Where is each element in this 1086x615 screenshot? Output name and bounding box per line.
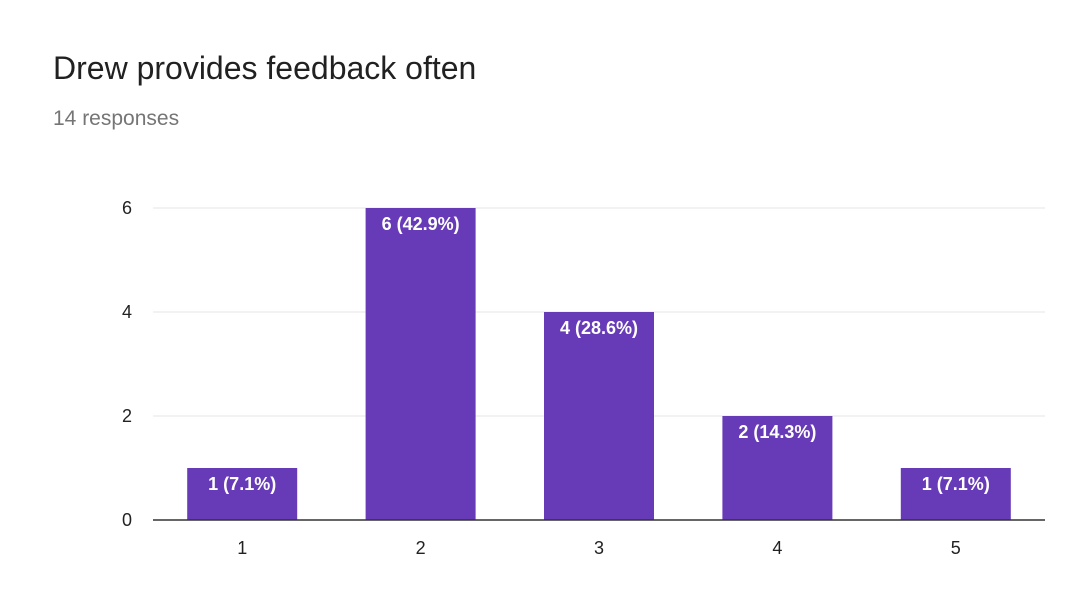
x-tick-label: 3 [594, 538, 604, 558]
x-tick-label: 2 [416, 538, 426, 558]
y-tick-label: 4 [122, 302, 132, 322]
bar-data-label: 2 (14.3%) [738, 422, 816, 442]
bar [900, 468, 1011, 520]
x-tick-label: 1 [237, 538, 247, 558]
bar-layer: 1 (7.1%) 6 (42.9%) 4 (28.6%) 2 (14.3%) 1 (7.… [187, 208, 1011, 520]
bar [722, 416, 833, 520]
y-tick-label: 0 [122, 510, 132, 530]
response-count: 14 responses [53, 107, 180, 130]
chart-title: Drew provides feedback often [53, 50, 477, 86]
bar [365, 208, 476, 520]
x-tick-label: 4 [772, 538, 782, 558]
bar-data-label: 1 (7.1%) [208, 474, 276, 494]
bar-data-label: 6 (42.9%) [382, 214, 460, 234]
bar-data-label: 4 (28.6%) [560, 318, 638, 338]
bar [544, 312, 654, 520]
y-tick-label: 2 [122, 406, 132, 426]
axis-layer: 0 2 4 6 1 2 3 4 5 [122, 198, 1045, 558]
bar [187, 468, 298, 520]
y-tick-label: 6 [122, 198, 132, 218]
bar-data-label: 1 (7.1%) [922, 474, 990, 494]
x-tick-label: 5 [951, 538, 961, 558]
